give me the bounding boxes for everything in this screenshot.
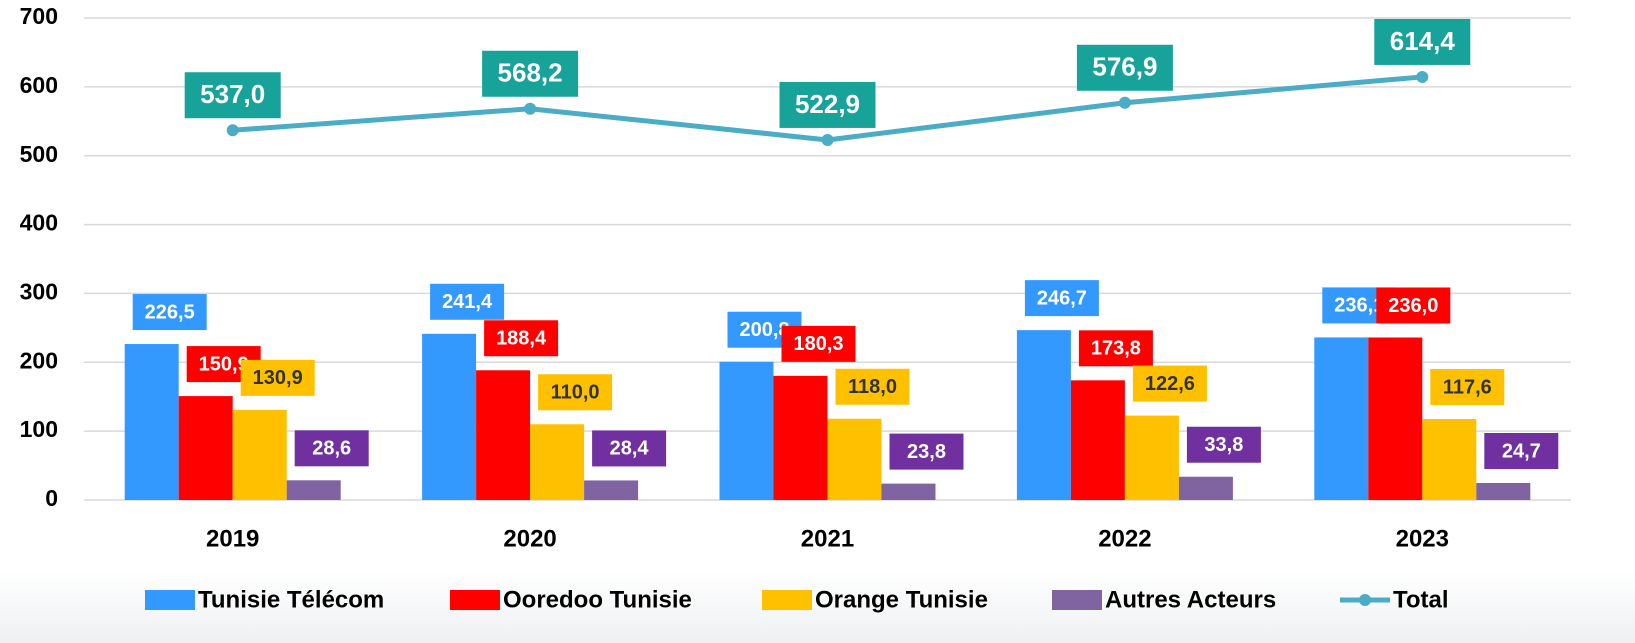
data-label: 576,9 [1092, 52, 1157, 82]
data-label: 28,4 [610, 438, 650, 460]
data-label: 117,6 [1443, 376, 1492, 398]
data-label-box [1186, 426, 1261, 463]
bar [1422, 419, 1477, 500]
line-point [226, 124, 239, 137]
x-tick-label: 2020 [503, 525, 556, 552]
legend-swatch [762, 590, 812, 610]
bar [124, 344, 179, 500]
data-label: 173,8 [1091, 338, 1141, 360]
data-label: 522,9 [795, 89, 860, 119]
y-tick-label: 400 [20, 210, 58, 236]
data-label: 614,4 [1390, 26, 1456, 56]
bar [1476, 482, 1531, 500]
data-label-box [1374, 18, 1471, 65]
data-label: 188,4 [496, 328, 547, 350]
line-point [1416, 70, 1429, 83]
bar [584, 480, 639, 500]
data-label-box [1024, 280, 1099, 317]
bar [827, 418, 882, 500]
legend-swatch [1052, 590, 1102, 610]
y-tick-label: 700 [20, 3, 58, 29]
x-tick-label: 2023 [1396, 525, 1449, 552]
bar [178, 396, 233, 500]
x-tick-label: 2019 [206, 525, 259, 552]
data-label-box [240, 359, 315, 396]
bar [881, 483, 936, 500]
data-label-box [538, 374, 613, 411]
data-label-box [294, 430, 369, 467]
data-label-box [781, 325, 856, 362]
data-label-box [482, 50, 579, 97]
y-tick-label: 600 [20, 72, 58, 98]
y-tick-label: 100 [20, 416, 58, 442]
data-label-box [889, 433, 964, 470]
bar [232, 409, 287, 500]
bar [422, 333, 477, 500]
line-point [821, 133, 834, 146]
bar [1070, 380, 1125, 500]
y-tick-label: 0 [45, 485, 58, 511]
data-label: 118,0 [848, 376, 897, 398]
y-tick-label: 200 [20, 347, 58, 373]
data-label: 150,9 [199, 353, 249, 375]
bar [1368, 337, 1423, 500]
data-label: 28,6 [312, 438, 351, 460]
data-label-box [1484, 432, 1559, 469]
bar [476, 370, 531, 500]
x-tick-label: 2021 [801, 525, 854, 552]
y-tick-label: 300 [20, 279, 58, 305]
data-label: 180,3 [793, 333, 843, 355]
data-label: 236,1 [1334, 295, 1384, 317]
legend-label: Orange Tunisie [815, 586, 988, 613]
bar [719, 361, 774, 500]
x-tick-label: 2022 [1098, 525, 1151, 552]
bar [1124, 415, 1179, 500]
data-label-box [1376, 287, 1451, 324]
legend-swatch [145, 590, 195, 610]
bar [1016, 330, 1071, 500]
bar [530, 424, 585, 500]
data-label: 241,4 [442, 291, 493, 313]
line-point [524, 102, 537, 115]
data-label-box [1078, 330, 1153, 367]
data-label-box [1076, 44, 1173, 91]
data-label-box [779, 81, 876, 128]
bar [286, 480, 341, 500]
data-label-box [1430, 369, 1505, 406]
bar [1314, 337, 1369, 500]
bar [1178, 476, 1233, 500]
data-label: 33,8 [1204, 434, 1243, 456]
legend-label: Ooredoo Tunisie [503, 586, 692, 613]
data-label: 110,0 [551, 382, 600, 404]
data-label: 24,7 [1502, 440, 1541, 462]
legend-swatch [1359, 594, 1371, 606]
data-label: 130,9 [253, 367, 303, 389]
data-label-box [430, 283, 505, 320]
data-label: 122,6 [1145, 373, 1195, 395]
data-label: 200,8 [739, 319, 789, 341]
data-label-box [835, 368, 910, 405]
legend-swatch [450, 590, 500, 610]
data-label: 236,0 [1388, 295, 1438, 317]
data-label: 246,7 [1037, 287, 1087, 309]
data-label-box [592, 430, 667, 467]
data-label: 23,8 [907, 441, 946, 463]
y-tick-label: 500 [20, 141, 58, 167]
line-point [1118, 96, 1131, 109]
data-label: 568,2 [498, 58, 563, 88]
data-label-box [132, 294, 207, 331]
legend-label: Tunisie Télécom [198, 586, 384, 613]
data-label-box [1132, 365, 1207, 402]
data-label-box [184, 72, 281, 119]
data-label: 226,5 [145, 301, 195, 323]
legend-background [0, 570, 1635, 643]
legend-label: Total [1393, 586, 1449, 613]
legend-label: Autres Acteurs [1105, 586, 1276, 613]
data-label: 537,0 [200, 79, 265, 109]
bar [773, 375, 828, 500]
data-label-box [484, 320, 559, 357]
